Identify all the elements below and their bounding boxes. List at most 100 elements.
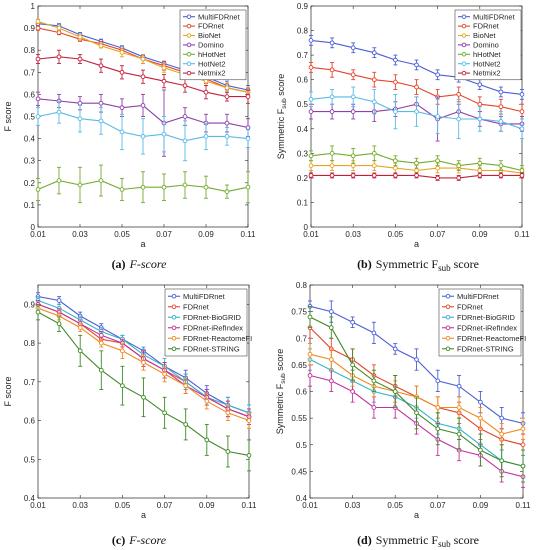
data-point [477,160,483,166]
data-point [140,74,146,80]
legend-label: MultiFDRnet [183,292,226,301]
data-point [245,94,251,99]
data-point [456,383,462,389]
data-point [350,362,355,368]
data-point [307,314,313,320]
panel-caption: (d) Symmetric Fsub score [357,533,479,549]
data-point [77,116,83,122]
series-netmix2 [308,172,525,181]
data-point [56,178,62,183]
x-axis-label: a [140,239,145,249]
data-point [98,43,104,49]
data-point [456,431,462,437]
data-point [77,182,83,188]
caption-tail: score [451,533,479,547]
data-point [393,165,398,171]
y-axis-label-sub: sub [281,98,288,109]
legend-marker [186,61,192,66]
x-axis-label: a [414,239,419,249]
data-point [225,449,231,454]
panel-caption: (c) F-score [112,533,167,547]
data-point [35,96,41,102]
data-point [224,94,230,99]
legend-label: hHotNet [198,50,226,59]
legend-label: FDRnet [473,22,500,31]
panel-b: 0.01 0.03 0.05 0.07 0.09 0.11 0 0.1 0.2 0.3 0.4 0.5… [276,2,530,273]
y-tick-label: 1 [31,2,36,11]
data-point [56,298,62,303]
data-point [371,50,377,56]
x-tick-label: 0.11 [515,230,531,239]
caption-label: (a) [112,257,126,271]
x-tick-label: 0.03 [72,230,88,239]
data-point [203,184,209,190]
data-point [140,184,146,190]
caption-sub: sub [438,539,451,549]
data-point [498,89,504,95]
data-point [478,399,483,405]
legend-marker [171,325,177,331]
panel-a: 0.01 0.03 0.05 0.07 0.09 0.11 0 0.1 0.2 0.3 0.4 0.5… [3,2,256,271]
legend-marker [445,315,451,320]
legend-label: FDRnet-ReactomeFI [457,334,526,343]
y-tick-label: 0.4 [296,494,308,503]
data-point [478,415,483,421]
x-tick-label: 0.07 [430,501,446,510]
series-hotnet2 [308,86,525,140]
legend-a: MultiFDRnetFDRnetBioNetDominohHotNetHotN… [179,9,247,81]
data-point [245,136,251,141]
legend-marker [171,336,177,341]
data-point [35,114,41,119]
data-point [56,321,62,327]
data-point [328,357,334,362]
data-point [56,54,62,60]
legend-box [438,288,522,357]
series-fdrnet-string [307,305,526,483]
data-point [456,163,462,168]
data-point [203,89,209,95]
data-point [246,453,252,458]
data-point [203,134,209,139]
data-point [183,422,189,427]
legend-marker [171,304,177,310]
data-point [414,173,419,178]
x-axis-label: a [414,510,419,520]
legend-marker [461,70,467,76]
data-point [414,168,419,173]
data-point [224,120,230,126]
data-point [477,173,483,178]
data-point [435,426,441,432]
legend-marker [445,346,451,352]
data-point [520,463,526,469]
data-point [414,109,419,114]
data-point [435,175,440,181]
legend-marker [186,23,192,29]
y-tick-label: 0.5 [24,455,36,464]
data-point [308,96,314,102]
data-point [182,138,188,144]
x-tick-label: 0.11 [516,501,532,510]
legend-label: FDRnet-BioGRID [183,313,242,322]
y-tick-label: 0.9 [24,24,36,33]
data-point [308,173,314,178]
data-point [371,173,377,178]
legend-marker [461,42,467,48]
y-tick-label: 0 [304,223,309,232]
data-point [499,458,505,464]
y-axis-label: F score [3,101,13,131]
series-hhotnet [308,145,525,176]
data-point [308,109,314,114]
x-tick-label: 0.05 [114,230,130,239]
y-tick-label: 0.6 [297,76,309,85]
data-point [329,150,335,156]
y-tick-label: 0.1 [297,198,309,207]
data-point [519,92,525,97]
y-tick-label: 0.4 [24,494,36,503]
data-point [499,431,505,437]
data-point [435,158,440,164]
data-point [329,40,335,46]
caption-text: Symmetric F [376,533,439,547]
caption-label: (b) [357,257,372,271]
